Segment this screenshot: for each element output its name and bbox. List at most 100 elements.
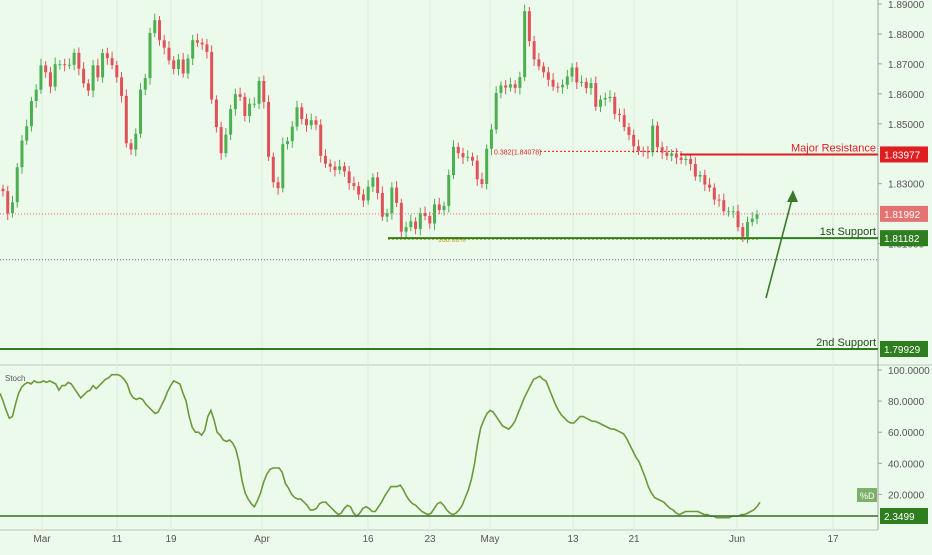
price-tick-label: 1.88000 [888, 30, 925, 41]
candle-body [304, 119, 308, 126]
candle-body [139, 89, 143, 134]
candle-body [722, 200, 726, 212]
candle-body [148, 33, 152, 78]
support-1-price-tag-bg [880, 230, 928, 247]
candle-body [433, 204, 437, 224]
candle-body [385, 213, 389, 217]
candle-body [741, 227, 745, 237]
candle-body [428, 216, 432, 224]
candle-body [210, 51, 214, 100]
candle-body [248, 103, 252, 117]
candle-body [641, 150, 645, 152]
candle-body [286, 141, 290, 145]
candle-body [489, 129, 493, 149]
stoch-tick-label: 100.0000 [888, 366, 930, 377]
candle-body [646, 151, 650, 153]
candle-body [404, 227, 408, 232]
candle-body [219, 127, 223, 154]
candle-body [395, 187, 399, 203]
candle-body [731, 211, 735, 213]
current-price-tag: 1.81992 [884, 210, 921, 221]
candle-body [608, 96, 612, 99]
candle-body [565, 76, 569, 85]
candle-body [39, 65, 43, 90]
candle-body [485, 148, 489, 184]
candle-body [91, 65, 95, 91]
candle-body [25, 126, 29, 141]
candle-body [580, 81, 584, 83]
candle-body [693, 163, 697, 177]
candle-body [143, 77, 147, 90]
candle-body [423, 213, 427, 217]
time-tick-label: 21 [628, 534, 640, 545]
candle-body [651, 125, 655, 153]
candle-body [494, 92, 498, 130]
candle-body [243, 96, 247, 117]
candle-body [679, 157, 683, 161]
candle-body [542, 66, 546, 73]
candle-body [233, 94, 237, 110]
fib-level-label: 0.382(1.84078) [494, 149, 541, 156]
candle-body [34, 89, 38, 102]
candle-body [537, 59, 541, 67]
candle-body [466, 156, 470, 158]
candle-body [72, 52, 76, 65]
candle-body [627, 127, 631, 135]
candle-body [328, 163, 332, 167]
candle-body [86, 83, 90, 91]
candle-body [58, 64, 62, 66]
candle-body [746, 222, 750, 237]
stoch-level-tag: 2.3499 [884, 512, 915, 523]
candle-body [342, 166, 346, 172]
candle-body [224, 134, 228, 154]
candle-body [684, 158, 688, 161]
resistance-label: Major Resistance [791, 142, 876, 154]
candle-body [437, 204, 441, 211]
support-2-price-tag-bg [880, 341, 928, 357]
candle-body [665, 152, 669, 156]
candle-body [101, 53, 105, 78]
candle-body [214, 99, 218, 128]
projection-arrowhead [787, 190, 798, 202]
candle-body [295, 107, 299, 127]
candle-body [300, 107, 304, 120]
candle-body [736, 211, 740, 228]
candle-body [338, 166, 342, 170]
candle-body [480, 179, 484, 184]
candle-body [352, 183, 356, 187]
candle-body [670, 153, 674, 156]
candle-body [309, 120, 313, 126]
candle-body [727, 211, 731, 213]
candle-body [67, 64, 71, 66]
time-tick-label: Jun [729, 534, 745, 545]
candle-body [195, 40, 199, 43]
stoch-level-tag-bg [880, 508, 928, 524]
candle-body [414, 221, 418, 229]
candle-body [186, 58, 190, 74]
candle-body [556, 86, 560, 88]
candle-body [447, 175, 451, 206]
candle-body [162, 40, 166, 48]
candle-body [181, 59, 185, 74]
candle-body [674, 153, 678, 158]
candle-body [319, 124, 323, 156]
candle-body [257, 80, 261, 104]
support-2-price-tag: 1.79929 [884, 345, 921, 356]
time-tick-label: 16 [362, 534, 374, 545]
candle-body [409, 221, 413, 228]
stoch-tick-label: 20.0000 [888, 490, 925, 501]
price-tick-label: 1.87000 [888, 60, 925, 71]
candle-body [703, 175, 707, 185]
candle-body [390, 187, 394, 214]
candle-body [333, 166, 337, 170]
stoch-tick-label: 40.0000 [888, 459, 925, 470]
candle-body [271, 156, 275, 183]
price-tick-label: 1.89000 [888, 0, 925, 11]
candle-body [755, 214, 759, 219]
candle-body [527, 11, 531, 42]
candle-body [157, 20, 161, 41]
candle-body [452, 146, 456, 176]
candle-body [622, 115, 626, 128]
